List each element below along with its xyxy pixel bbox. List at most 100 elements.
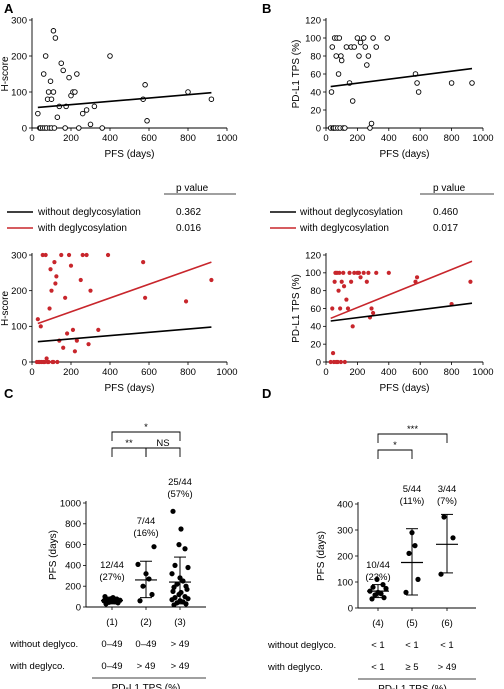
data-point <box>332 279 337 284</box>
data-point <box>52 35 59 41</box>
data-point <box>107 53 113 59</box>
x-axis-label: PFS (days) <box>379 383 429 394</box>
data-point <box>371 310 376 316</box>
data-point <box>142 82 148 88</box>
panel-letter-d: D <box>262 386 271 401</box>
group-with-range: ≥ 5 <box>405 662 418 673</box>
fit-line-with <box>330 260 473 320</box>
x-tick-label: 800 <box>180 367 196 378</box>
significance-label: NS <box>156 438 169 449</box>
data-point <box>40 71 47 77</box>
legend-label-without-b: without deglycosylation <box>299 207 403 218</box>
y-tick-label: 100 <box>305 268 321 279</box>
y-tick-label: 0 <box>316 123 321 134</box>
legend-label-without-a: without deglycosylation <box>37 207 141 218</box>
data-point <box>406 550 412 557</box>
chart-a-hscore-with: 0 100 200 300 0 200 400 600 800 1000 PFS (days) H-s… <box>0 250 238 394</box>
data-point <box>328 89 335 95</box>
y-tick-label: 600 <box>65 540 81 551</box>
data-point <box>55 359 60 365</box>
data-point <box>60 67 66 74</box>
data-point <box>46 359 51 365</box>
data-point <box>96 327 101 332</box>
x-tick-label: 0 <box>29 367 34 378</box>
significance-bracket <box>111 431 181 441</box>
y-axis-label: PD-L1 TPS (%) <box>291 40 302 109</box>
data-point <box>338 306 343 311</box>
data-point <box>362 44 369 50</box>
data-point <box>68 263 74 268</box>
data-point <box>342 125 348 131</box>
data-point <box>333 53 339 59</box>
data-point <box>351 44 358 50</box>
y-tick-label: 200 <box>337 551 353 562</box>
chart-b-tps-with: 0 20 40 60 80 100 120 0 200 400 600 800 1000 PFS (day… <box>291 250 494 394</box>
chart-d-pfs-groups: 0 100 200 300 400 PFS (days) 10/44(23%) (4) < 1 <… <box>267 424 476 689</box>
data-point <box>341 284 347 289</box>
data-point <box>54 274 59 279</box>
y-tick-label: 40 <box>310 322 321 333</box>
data-point <box>83 107 90 113</box>
group-label: (1) <box>106 617 118 628</box>
data-point <box>347 270 352 275</box>
data-point <box>367 125 373 131</box>
data-point <box>328 359 333 365</box>
data-point <box>370 35 376 41</box>
data-point <box>441 514 447 520</box>
data-point <box>349 98 356 104</box>
y-tick-label: 300 <box>11 250 27 261</box>
data-point <box>47 78 54 84</box>
data-point <box>169 571 175 577</box>
data-point <box>143 295 148 300</box>
data-point <box>149 591 155 598</box>
y-tick-label: 0 <box>22 123 27 134</box>
fit-line-without <box>330 302 473 322</box>
data-point <box>74 71 80 77</box>
data-point <box>47 306 52 311</box>
x-axis-label: PFS (days) <box>104 149 154 160</box>
group-without-range: < 1 <box>405 640 418 651</box>
fit-line <box>330 67 473 88</box>
y-tick-label: 200 <box>11 286 27 297</box>
data-point <box>102 594 108 600</box>
data-point <box>415 89 422 95</box>
data-point <box>370 584 376 590</box>
data-point <box>183 299 189 304</box>
data-point <box>361 270 366 275</box>
data-point <box>110 595 116 601</box>
data-point <box>338 359 344 365</box>
x-tick-label: 600 <box>412 133 428 144</box>
y-tick-label: 0 <box>76 602 81 613</box>
pvalue-with-a: 0.016 <box>176 223 201 234</box>
significance-label: *** <box>407 424 418 435</box>
data-point <box>79 110 86 117</box>
data-point <box>329 44 336 50</box>
fit-line-with <box>37 261 212 325</box>
data-point <box>61 345 66 350</box>
data-point <box>335 359 340 365</box>
group-label: (3) <box>174 617 186 628</box>
x-tick-label: 600 <box>412 367 428 378</box>
y-tick-label: 40 <box>310 87 321 98</box>
y-tick-label: 100 <box>337 577 353 588</box>
data-point <box>350 324 355 329</box>
group-fraction: 10/44 <box>366 560 390 571</box>
panel-letter-c: C <box>4 386 14 401</box>
data-point <box>174 581 180 587</box>
y-tick-label: 120 <box>305 250 321 261</box>
data-point <box>40 252 45 258</box>
y-axis-label: PFS (days) <box>316 531 327 581</box>
data-point <box>403 589 409 596</box>
x-axis-label: PD-L1 TPS (%) <box>378 684 447 689</box>
group-without-range: > 49 <box>171 639 190 650</box>
data-point <box>330 350 336 356</box>
data-point <box>209 277 214 283</box>
data-point <box>384 35 390 41</box>
group-without-range: 0–49 <box>135 639 156 650</box>
chart-b-tps-without: 0 20 40 60 80 100 120 0 200 400 600 800 1000 PFS (day… <box>291 15 494 160</box>
data-point <box>414 80 420 86</box>
data-point <box>344 297 349 302</box>
data-point <box>357 39 364 46</box>
y-tick-label: 0 <box>22 357 27 368</box>
data-point <box>178 526 184 532</box>
